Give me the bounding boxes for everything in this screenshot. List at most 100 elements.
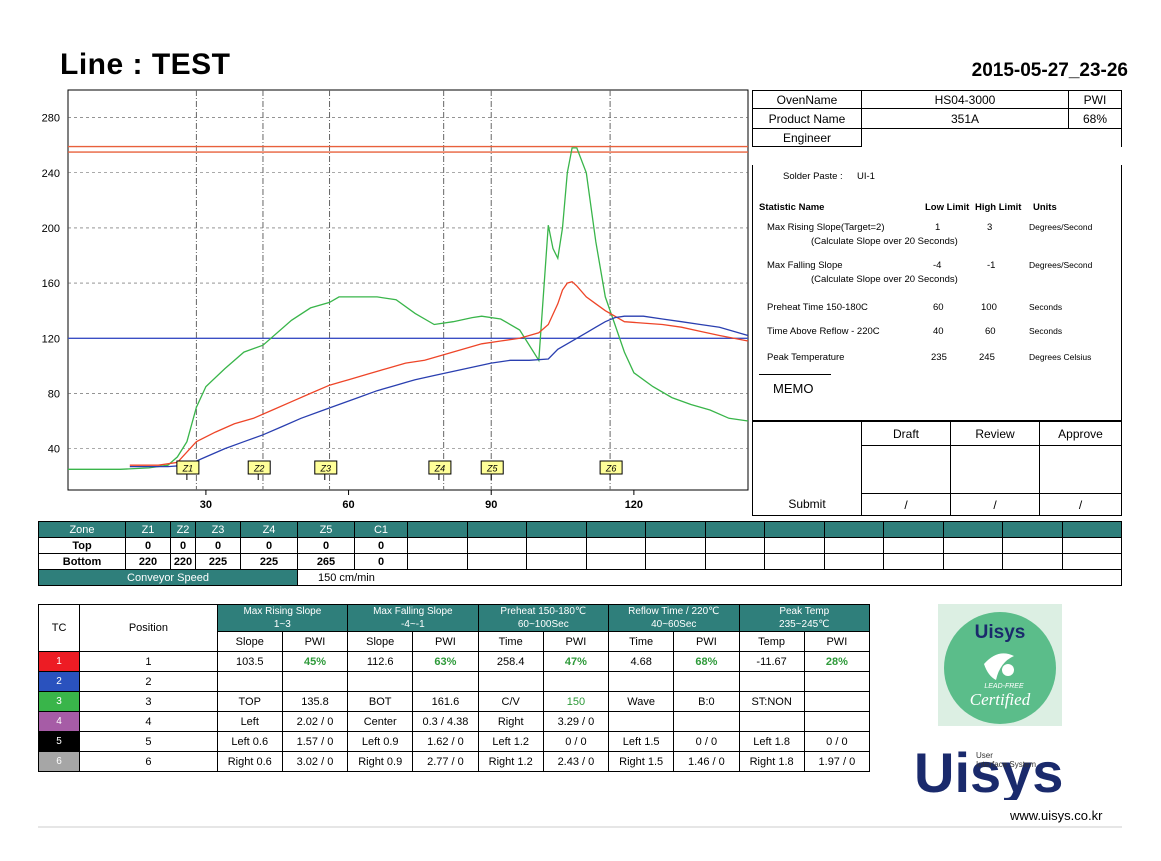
tc-cell xyxy=(216,671,283,692)
sub-header: Slope xyxy=(347,631,414,652)
table-row: 1 1 103.5 45% 112.6 63% 258.4 47% 4.68 6… xyxy=(37,651,871,672)
report-date: 2015-05-27_23-26 xyxy=(971,60,1128,81)
tc-number: 2 xyxy=(37,671,81,692)
group-title: Preheat 150-180℃ xyxy=(500,606,587,617)
table-row: 2 2 xyxy=(37,671,871,692)
tc-cell: Left xyxy=(216,711,283,732)
approval-blank xyxy=(752,421,862,446)
tc-cell: Left 0.6 xyxy=(216,731,283,752)
stat-low: -4 xyxy=(933,260,942,271)
x-tick-label: 60 xyxy=(342,499,354,511)
sub-header: PWI xyxy=(673,631,740,652)
tc-cell xyxy=(477,671,544,692)
series-line xyxy=(129,280,749,466)
units-header: Units xyxy=(1033,202,1057,213)
lead-free-certified-badge: Uisys LEAD-FREE Certified xyxy=(938,604,1062,726)
footer-divider xyxy=(38,826,1122,828)
bottom-value: 225 xyxy=(195,553,241,570)
group-header-preheat: Preheat 150-180℃ 60~100Sec xyxy=(477,604,610,632)
submit-label: Submit xyxy=(752,493,862,516)
engineer-label: Engineer xyxy=(752,128,862,147)
stat-low: 40 xyxy=(933,326,944,337)
company-url[interactable]: www.uisys.co.kr xyxy=(1010,808,1103,823)
zone-cell-empty xyxy=(407,553,468,570)
zone-marker-box xyxy=(428,460,452,475)
temperature-profile-chart: 40 80 120 160 200 240 280 30 60 90 120 Z1 Z2 Z3 Z4 Z5 Z6 xyxy=(42,89,749,511)
tc-cell xyxy=(673,671,740,692)
tc-cell: Wave xyxy=(608,691,675,712)
zone-header: Z2 xyxy=(170,521,196,538)
leaf-icon xyxy=(984,653,1014,680)
badge-brand: Uisys xyxy=(975,622,1026,643)
y-tick-label: 120 xyxy=(42,333,60,345)
zone-header-empty xyxy=(823,521,884,538)
tc-cell: 2.02 / 0 xyxy=(281,711,349,732)
tc-position: 6 xyxy=(79,751,218,772)
draft-header: Draft xyxy=(861,421,951,446)
stat-name: Preheat Time 150-180C xyxy=(767,302,868,313)
tc-cell xyxy=(412,671,479,692)
group-range: 235~245℃ xyxy=(779,619,830,630)
stat-name: Time Above Reflow - 220C xyxy=(767,326,880,337)
zone-cell-empty xyxy=(585,537,646,554)
tc-cell xyxy=(608,711,675,732)
stat-units: Degrees Celsius xyxy=(1029,352,1092,362)
tc-position: 1 xyxy=(79,651,218,672)
sub-header: PWI xyxy=(542,631,610,652)
memo-divider xyxy=(759,374,831,375)
approve-sign-cell[interactable] xyxy=(1039,445,1122,494)
tc-position: 2 xyxy=(79,671,218,692)
tc-cell: ST:NON xyxy=(738,691,805,712)
zone-cell-empty xyxy=(1002,537,1063,554)
zone-header-empty xyxy=(1002,521,1063,538)
product-name-value: 351A xyxy=(861,108,1069,129)
group-title: Max Falling Slope xyxy=(373,606,453,617)
memo-label: MEMO xyxy=(773,381,814,396)
tc-cell: Left 0.9 xyxy=(347,731,414,752)
pwi-value: 68% xyxy=(1068,108,1122,129)
group-range: 1~3 xyxy=(273,619,291,630)
draft-sign-cell[interactable] xyxy=(861,445,951,494)
position-header: Position xyxy=(79,604,218,652)
group-range: 40~60Sec xyxy=(651,619,697,630)
review-sign-cell[interactable] xyxy=(950,445,1040,494)
table-row: 5 5 Left 0.6 1.57 / 0 Left 0.9 1.62 / 0 … xyxy=(37,731,871,752)
tc-cell: B:0 xyxy=(673,691,740,712)
tc-cell: Right 1.5 xyxy=(608,751,675,772)
tc-cell: 63% xyxy=(412,651,479,672)
tc-cell: Right xyxy=(477,711,544,732)
table-row: 6 6 Right 0.6 3.02 / 0 Right 0.9 2.77 / … xyxy=(37,751,871,772)
stat-high: 100 xyxy=(981,302,997,313)
tc-cell: Right 0.9 xyxy=(347,751,414,772)
tc-cell xyxy=(803,711,871,732)
high-limit-header: High Limit xyxy=(975,202,1022,213)
sub-header: Time xyxy=(608,631,675,652)
top-value: 0 xyxy=(170,537,196,554)
tc-number: 3 xyxy=(37,691,81,712)
zone-marker-label: Z4 xyxy=(434,464,446,474)
zone-cell-empty xyxy=(764,553,825,570)
series-line xyxy=(129,315,749,468)
sub-header: Temp xyxy=(738,631,805,652)
zone-marker-box xyxy=(176,460,200,475)
stat-sub: (Calculate Slope over 20 Seconds) xyxy=(811,274,958,285)
sub-header: PWI xyxy=(412,631,479,652)
zone-cell-empty xyxy=(645,553,706,570)
oven-name-label: OvenName xyxy=(752,90,862,109)
zone-cell-empty xyxy=(1002,553,1063,570)
approve-date: / xyxy=(1039,493,1122,516)
sub-header: Slope xyxy=(216,631,283,652)
tc-number: 4 xyxy=(37,711,81,732)
tc-position: 5 xyxy=(79,731,218,752)
series-line xyxy=(68,147,749,470)
zone-cell-empty xyxy=(942,537,1003,554)
tc-cell: 3.29 / 0 xyxy=(542,711,610,732)
stat-high: 3 xyxy=(987,222,993,233)
tc-cell: 1.97 / 0 xyxy=(803,751,871,772)
stat-name: Max Falling Slope xyxy=(767,260,843,271)
tc-cell: BOT xyxy=(347,691,414,712)
tc-cell xyxy=(803,671,871,692)
tc-cell: 28% xyxy=(803,651,871,672)
tc-cell xyxy=(542,671,610,692)
zone-marker-label: Z6 xyxy=(605,464,617,474)
